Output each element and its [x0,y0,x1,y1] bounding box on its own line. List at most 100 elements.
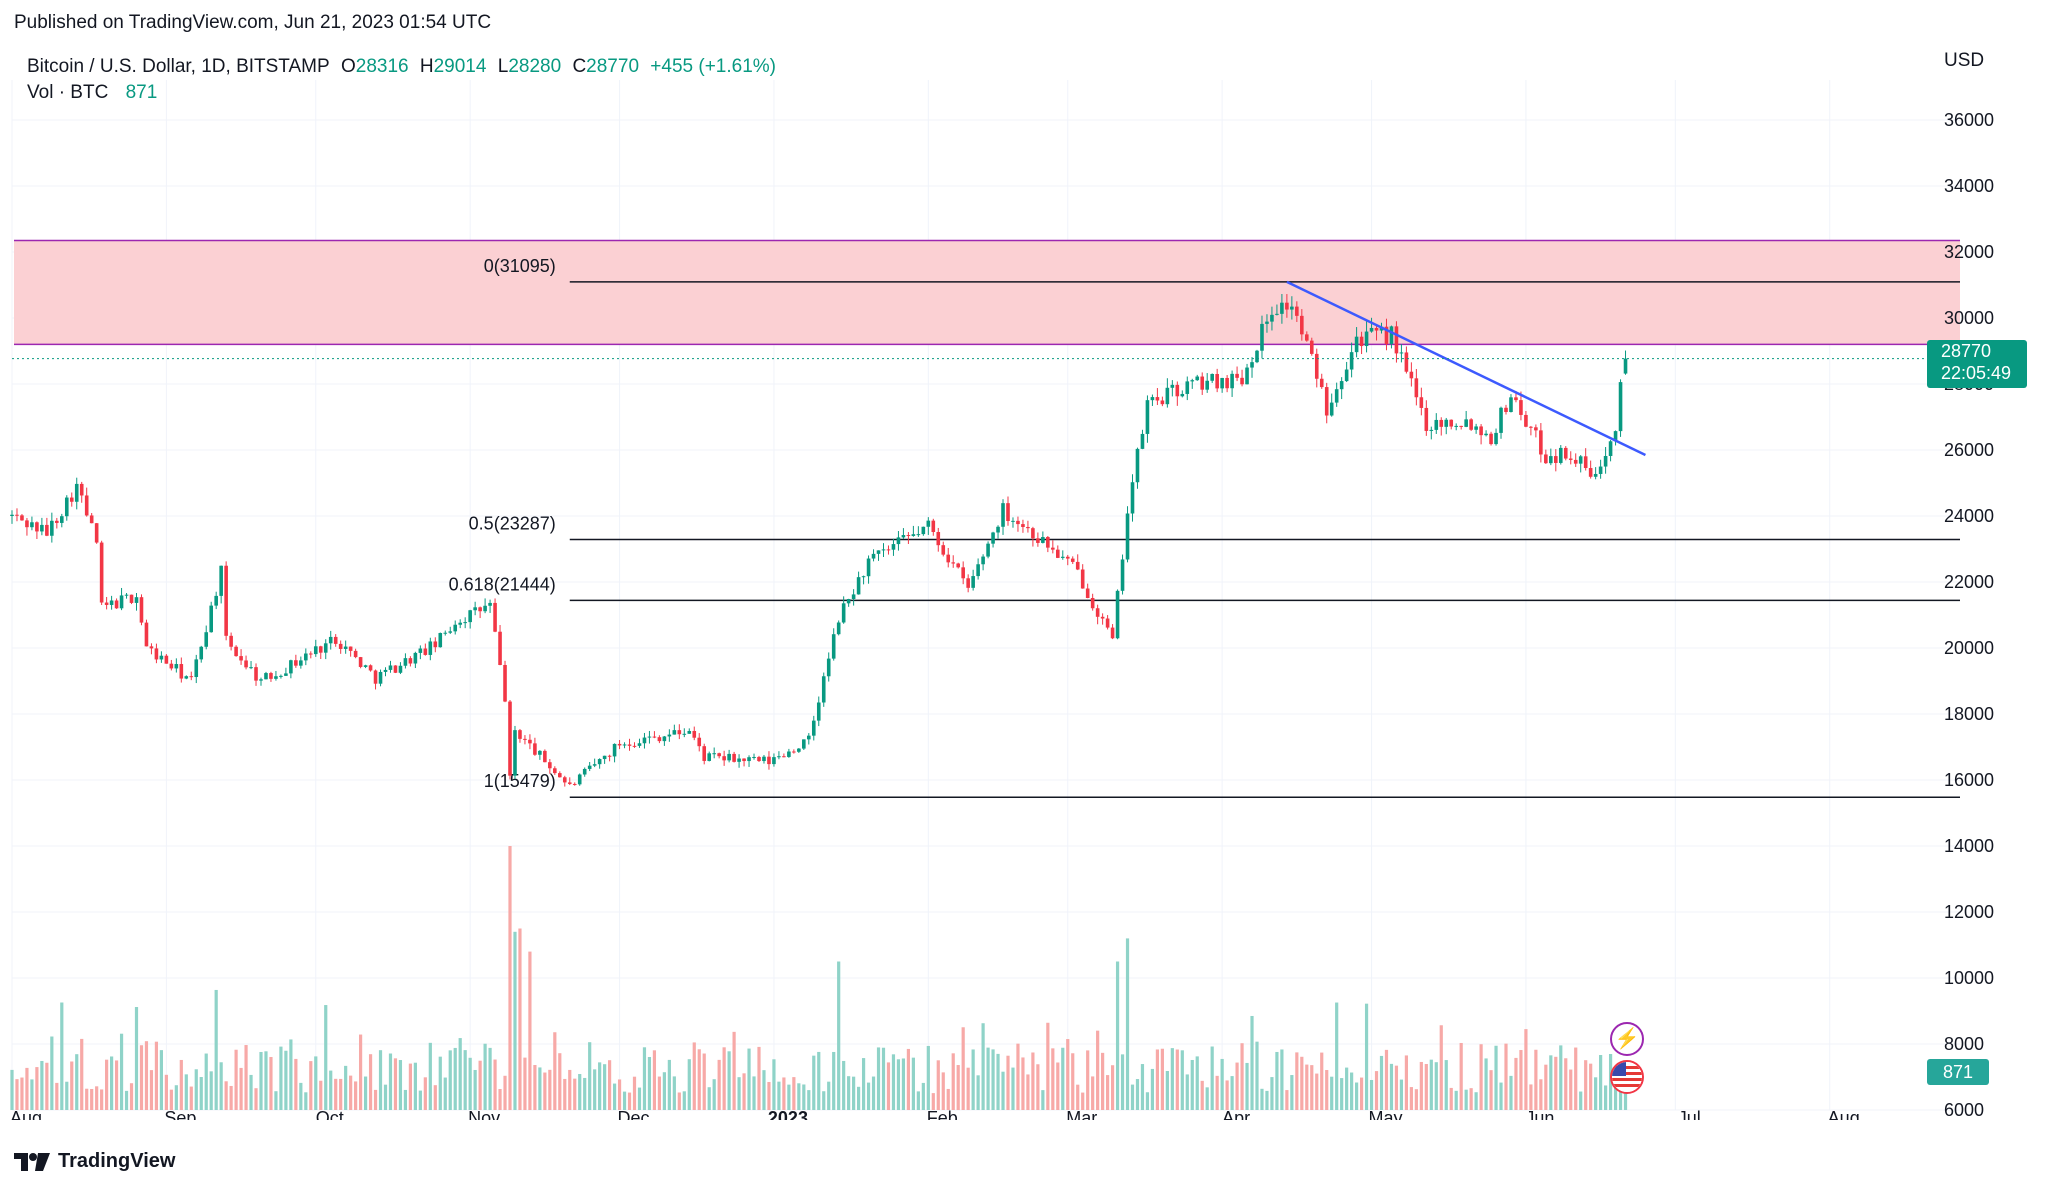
candle-body [1110,627,1115,639]
candle-body [1618,382,1623,432]
price-chart[interactable]: 0(31095) 0.5(23287) 0.618(21444) 1(15479) 3… [0,40,2048,1120]
volume-bar [174,1085,178,1110]
candle-body [60,516,64,523]
candle-body [458,622,462,625]
volume-bar [1330,1076,1334,1110]
candle-body [1334,389,1339,403]
candle-body [1464,419,1468,427]
candle-body [124,594,129,596]
volume-bar [971,1049,975,1110]
last-price-badge: 28770 22:05:49 [1927,340,2027,388]
volume-bar [1066,1039,1070,1110]
volume-bar [926,1045,930,1110]
volume-bar [1275,1051,1279,1110]
volume-bar [752,1076,756,1110]
volume-bar [617,1079,622,1110]
candle-body [617,743,622,746]
price-tick-label: 16000 [1944,770,1994,790]
candle-body [1105,618,1110,628]
volume-bar [478,1060,482,1110]
price-tick-label: 14000 [1944,836,1994,856]
candle-body [1529,426,1533,428]
candle-body [1021,524,1025,527]
volume-bar [259,1051,263,1110]
volume-bar [1170,1048,1174,1110]
volume-bar [911,1057,915,1110]
volume-bar [1210,1046,1214,1110]
candle-body [642,737,647,744]
volume-bar [593,1069,597,1110]
candle-body [1324,387,1329,416]
candle-body [45,524,49,536]
volume-bar [1315,1073,1319,1110]
volume-bar [25,1067,29,1110]
ohlc-low: L28280 [497,56,562,77]
candle-body [1563,447,1568,459]
volume-bar [244,1045,248,1110]
volume-bar [807,1090,811,1110]
candle-body [1065,556,1070,559]
trendline [1286,280,1646,457]
volume-bar [1195,1056,1199,1110]
volume-bar [707,1087,711,1110]
candle-body [368,665,373,671]
candle-body [333,636,338,644]
volume-bar [194,1069,198,1110]
volume-bar [1240,1043,1244,1110]
candle-body [104,602,109,605]
volume-bar [787,1084,791,1110]
candle-body [199,646,204,660]
axes[interactable]: 3600034000320003000028000260002400022000… [10,110,1994,1120]
volume-bar [428,1042,432,1110]
trendline-layer[interactable] [12,280,1960,457]
candle-body [936,532,941,546]
candle-body [1439,419,1444,427]
resistance-zone[interactable] [14,239,1960,346]
candle-body [403,658,408,666]
us-flag-icon[interactable] [1610,1060,1644,1094]
volume-bar [1429,1059,1433,1110]
tradingview-branding[interactable]: TradingView [14,1150,175,1173]
volume-bar [533,1065,537,1110]
volume-bars [10,846,1628,1110]
volume-bar [1180,1050,1184,1110]
volume-bar [359,1034,363,1110]
candle-body [821,676,826,703]
candle-body [687,730,692,734]
candle-body [931,520,936,533]
currency-label[interactable]: USD [1944,50,1985,71]
volume-bar [1379,1055,1384,1110]
candle-body [692,730,697,738]
candle-body [1309,340,1314,354]
candle-body [886,549,891,551]
fibonacci-retracement[interactable]: 0(31095) 0.5(23287) 0.618(21444) 1(15479) [449,256,1960,798]
volume-bar [1389,1063,1394,1110]
candle-body [20,515,24,521]
volume-bar [398,1060,403,1110]
candle-body [1235,373,1239,378]
candle-body [1474,426,1478,430]
lightning-icon[interactable]: ⚡ [1610,1022,1644,1056]
volume-bar [164,1074,168,1110]
volume-bar [677,1092,681,1110]
ohlc-high: H29014 [419,56,487,77]
candle-body [1205,380,1209,390]
volume-bar [324,1005,328,1110]
candle-body [572,783,577,785]
candle-body [777,756,781,758]
volume-bar [229,1085,233,1110]
volume-bar [1409,1087,1413,1110]
volume-bar [608,1060,612,1110]
volume-bar [1101,1052,1105,1110]
volume-bar [563,1078,567,1110]
volume-bar [493,1059,497,1110]
volume-bar [1165,1070,1169,1110]
candle-body [25,520,29,528]
volume-bar [1041,1090,1045,1110]
volume-bar [284,1050,288,1110]
candle-body [224,565,228,636]
volume-bar [498,1089,502,1110]
change-value: +455 (+1.61%) [650,56,776,77]
candle-body [1245,367,1249,385]
candle-body [89,515,94,524]
